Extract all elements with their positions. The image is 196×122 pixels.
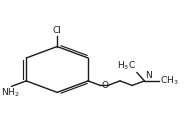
Text: H$_3$C: H$_3$C <box>117 59 136 72</box>
Text: CH$_3$: CH$_3$ <box>160 75 179 87</box>
Text: NH$_2$: NH$_2$ <box>1 87 20 99</box>
Text: O: O <box>101 81 108 90</box>
Text: N: N <box>145 71 152 80</box>
Text: Cl: Cl <box>53 26 62 35</box>
